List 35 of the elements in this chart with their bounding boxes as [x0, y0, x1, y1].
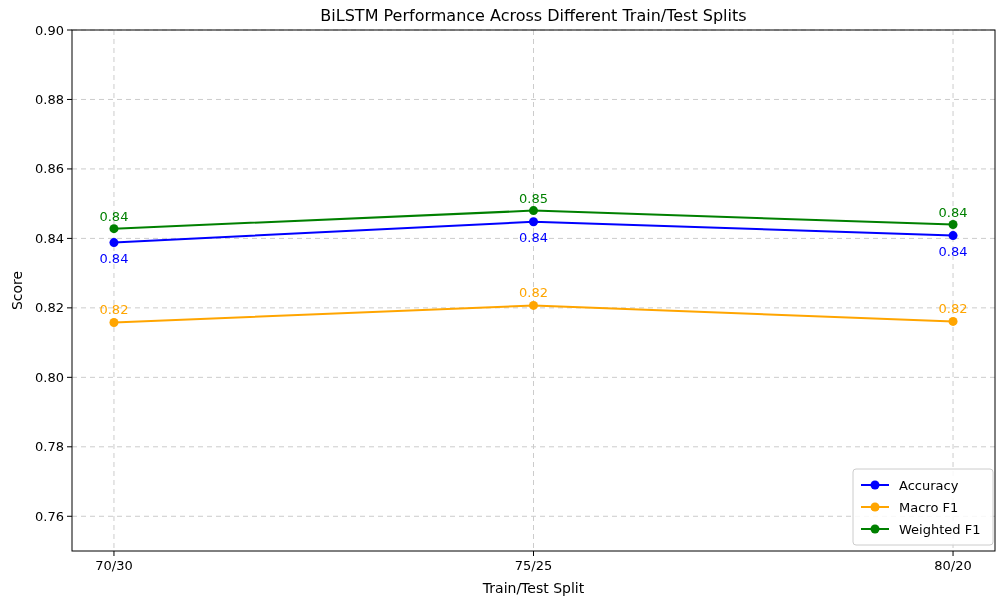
- x-tick-label: 80/20: [934, 558, 972, 573]
- y-tick-label: 0.82: [35, 300, 64, 316]
- data-label: 0.84: [938, 243, 968, 259]
- y-tick-label: 0.78: [35, 439, 64, 455]
- y-tick-label: 0.90: [35, 22, 64, 38]
- point: [948, 316, 958, 326]
- y-tick-label: 0.84: [35, 230, 64, 246]
- y-tick-label: 0.88: [35, 92, 64, 108]
- y-tick-label: 0.76: [35, 508, 64, 524]
- point: [948, 231, 958, 241]
- y-tick-label: 0.86: [35, 161, 64, 177]
- point: [948, 220, 958, 230]
- data-label: 0.84: [99, 208, 129, 224]
- data-label: 0.82: [99, 302, 129, 318]
- chart-title: BiLSTM Performance Across Different Train/Test Splits: [320, 6, 747, 25]
- point: [109, 224, 119, 234]
- y-tick-label: 0.80: [35, 369, 64, 385]
- y-axis-title: Score: [9, 270, 25, 311]
- data-label: 0.82: [938, 301, 968, 317]
- data-label: 0.84: [99, 250, 129, 266]
- x-tick-label: 70/30: [95, 558, 133, 573]
- point: [529, 300, 538, 310]
- point: [529, 206, 538, 216]
- point: [109, 317, 119, 327]
- data-label: 0.84: [938, 204, 968, 220]
- point: [529, 217, 538, 227]
- x-axis-title: Train/Test Split: [481, 580, 585, 596]
- legend-label: Weighted F1: [899, 521, 981, 537]
- point: [109, 238, 119, 248]
- x-tick-label: 75/25: [514, 558, 553, 573]
- legend-label: Macro F1: [899, 499, 959, 515]
- data-label: 0.82: [519, 285, 548, 301]
- data-label: 0.84: [519, 229, 548, 245]
- data-label: 0.85: [519, 190, 548, 206]
- legend-label: Accuracy: [899, 477, 959, 493]
